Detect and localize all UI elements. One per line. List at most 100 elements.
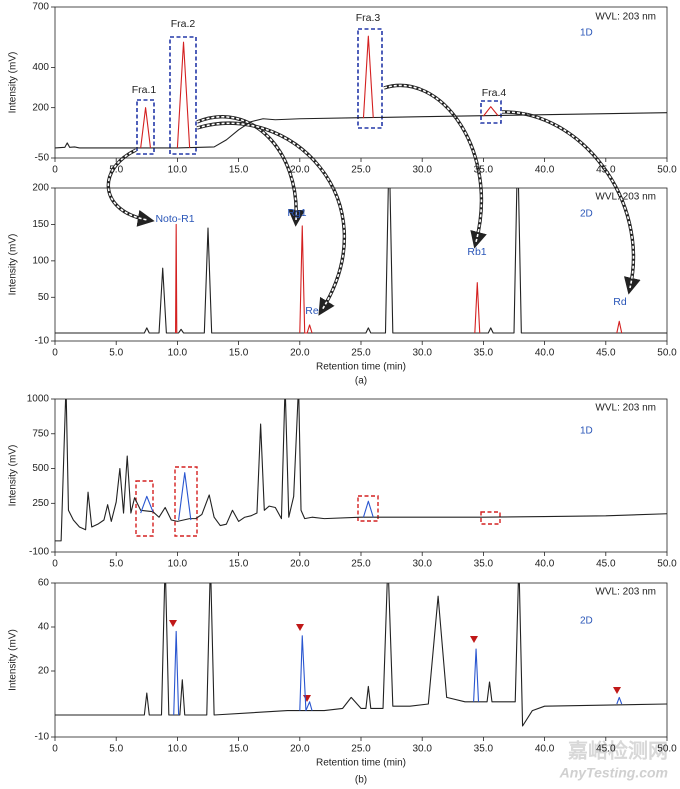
y-tick-label: 200 [32, 183, 49, 194]
x-tick-label: 5.0 [109, 165, 123, 176]
x-tick-label: 5.0 [109, 348, 123, 359]
x-tick-label: 40.0 [535, 348, 555, 359]
trace [55, 399, 667, 542]
plot-frame [54, 582, 668, 738]
x-tick-label: 20.0 [290, 559, 310, 570]
trace [55, 583, 667, 727]
wavelength-label: WVL: 203 nm [595, 403, 656, 414]
peak-label: Rg1 [287, 207, 306, 219]
x-tick-label: 15.0 [229, 559, 249, 570]
y-tick-label: 50 [38, 292, 50, 303]
fraction-box [135, 480, 154, 537]
y-tick-label: 1000 [27, 394, 50, 405]
y-tick-label: 150 [32, 219, 49, 230]
fraction-label: Fra.4 [482, 87, 507, 99]
x-tick-label: 5.0 [109, 559, 123, 570]
y-tick-label: 40 [38, 622, 50, 633]
x-tick-label: 30.0 [412, 165, 432, 176]
wavelength-label: WVL: 203 nm [595, 12, 656, 23]
x-tick-label: 10.0 [168, 559, 188, 570]
watermark: AnyTesting.com [559, 765, 668, 781]
x-tick-label: 15.0 [229, 744, 249, 755]
x-tick-label: 50.0 [657, 559, 677, 570]
x-tick-label: 50.0 [657, 744, 677, 755]
x-tick-label: 20.0 [290, 348, 310, 359]
trace [55, 112, 667, 149]
trace [140, 35, 499, 148]
dimension-label: 1D [580, 28, 593, 39]
x-tick-label: 0 [52, 348, 58, 359]
peak-label: Re [305, 305, 319, 317]
x-tick-label: 35.0 [474, 165, 494, 176]
y-axis-label: Intensity (mV) [8, 52, 19, 114]
x-tick-label: 45.0 [596, 559, 616, 570]
x-tick-label: 40.0 [535, 744, 555, 755]
x-tick-label: 45.0 [596, 348, 616, 359]
plot-frame [54, 398, 668, 553]
peak-markers [169, 620, 621, 702]
dimension-label: 2D [580, 616, 593, 627]
y-tick-label: 60 [38, 578, 50, 589]
y-axis-label: Intensity (mV) [8, 629, 19, 691]
x-tick-label: 45.0 [596, 744, 616, 755]
x-tick-label: 0 [52, 165, 58, 176]
fraction-box [136, 99, 155, 155]
y-tick-label: 700 [32, 2, 49, 13]
transfer-arrows [106, 83, 641, 316]
fraction-label: Fra.3 [356, 12, 381, 24]
x-tick-label: 35.0 [474, 744, 494, 755]
peak-label: Rb1 [467, 246, 486, 258]
plot-frame [54, 6, 668, 159]
y-tick-label: 750 [32, 428, 49, 439]
x-tick-label: 15.0 [229, 348, 249, 359]
fraction-box [169, 36, 197, 155]
y-tick-label: -10 [35, 336, 50, 347]
y-tick-label: 200 [32, 102, 49, 113]
caption: (a) [355, 376, 367, 387]
y-axis-label: Intensity (mV) [8, 234, 19, 296]
x-tick-label: 0 [52, 744, 58, 755]
x-axis-label: Retention time (min) [316, 362, 406, 373]
x-tick-label: 35.0 [474, 559, 494, 570]
x-tick-label: 30.0 [412, 348, 432, 359]
x-tick-label: 20.0 [290, 744, 310, 755]
x-tick-label: 45.0 [596, 165, 616, 176]
x-tick-label: 40.0 [535, 165, 555, 176]
x-tick-label: 20.0 [290, 165, 310, 176]
x-tick-label: 30.0 [412, 744, 432, 755]
plot-frame [54, 187, 668, 342]
dimension-label: 2D [580, 209, 593, 220]
x-axis-label: Retention time (min) [316, 758, 406, 769]
x-tick-label: 15.0 [229, 165, 249, 176]
x-tick-label: 30.0 [412, 559, 432, 570]
y-tick-label: 500 [32, 463, 49, 474]
trace [55, 188, 667, 334]
x-tick-label: 25.0 [351, 348, 371, 359]
x-tick-label: 50.0 [657, 165, 677, 176]
x-tick-label: 10.0 [168, 744, 188, 755]
wavelength-label: WVL: 203 nm [595, 587, 656, 598]
y-tick-label: 100 [32, 255, 49, 266]
y-tick-label: 20 [38, 666, 50, 677]
x-tick-label: 25.0 [351, 744, 371, 755]
fraction-box [357, 28, 383, 129]
y-tick-label: 250 [32, 498, 49, 509]
y-tick-label: -100 [29, 547, 49, 558]
x-tick-label: 25.0 [351, 165, 371, 176]
y-tick-label: 400 [32, 62, 49, 73]
x-tick-label: 10.0 [168, 165, 188, 176]
x-tick-label: 35.0 [474, 348, 494, 359]
x-tick-label: 25.0 [351, 559, 371, 570]
fraction-box [357, 495, 379, 522]
fraction-box [174, 466, 198, 537]
y-axis-label: Intensity (mV) [8, 445, 19, 507]
x-tick-label: 0 [52, 559, 58, 570]
fraction-box [480, 100, 502, 124]
trace [175, 223, 623, 334]
trace [140, 472, 374, 521]
x-tick-label: 10.0 [168, 348, 188, 359]
peak-label: Noto-R1 [155, 213, 194, 225]
fraction-box [480, 511, 501, 525]
watermark: 嘉峪检测网 [567, 738, 668, 762]
